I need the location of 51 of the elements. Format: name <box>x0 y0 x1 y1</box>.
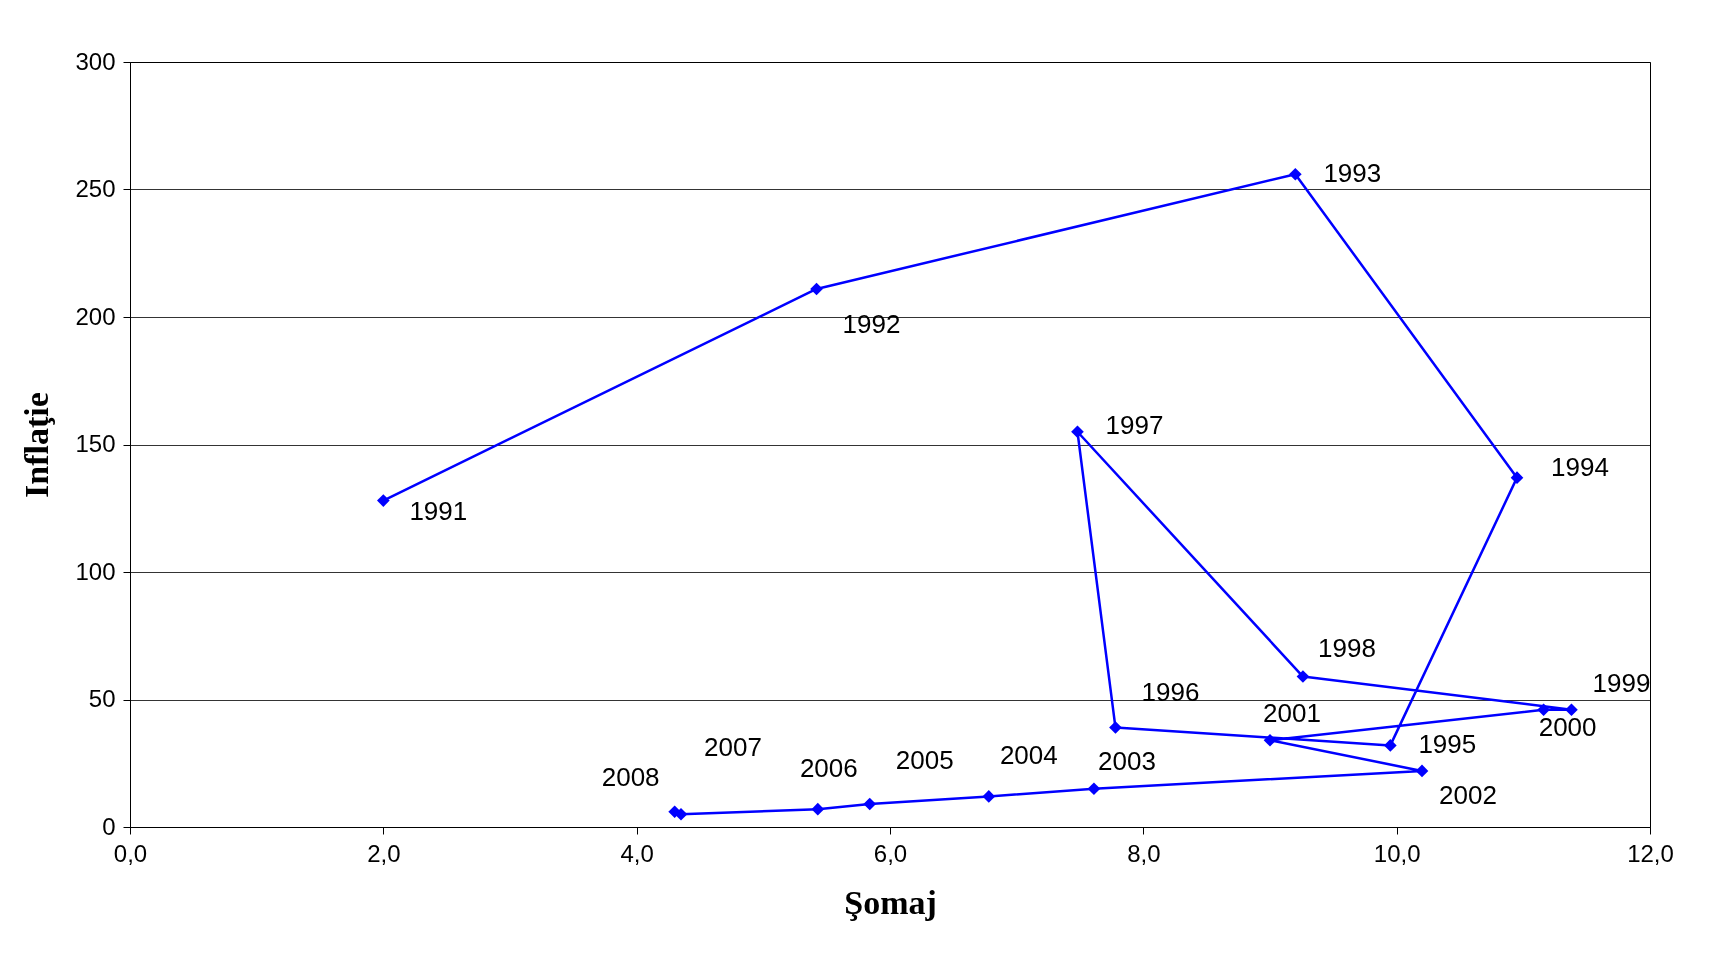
annotation: 1997 <box>1105 409 1164 440</box>
point <box>811 802 825 816</box>
x-tick-label: 12,0 <box>1627 839 1674 867</box>
point <box>1384 739 1397 752</box>
annotation: 1992 <box>842 308 901 339</box>
x-axis-title: Şomaj <box>844 883 937 921</box>
annotation: 1999 <box>1592 667 1651 698</box>
annotation: 2001 <box>1263 698 1321 729</box>
annotation: 2004 <box>999 740 1058 771</box>
annotation: 2006 <box>799 753 858 784</box>
x-tick-label: 0,0 <box>113 839 148 867</box>
annotation: 2007 <box>704 732 762 763</box>
point <box>1415 764 1429 778</box>
annotation: 1996 <box>1141 676 1200 707</box>
point <box>863 797 877 811</box>
point <box>1565 703 1578 717</box>
y-tick-label: 150 <box>75 430 116 457</box>
annotation: 2003 <box>1098 745 1156 776</box>
annotation: 1994 <box>1551 451 1609 482</box>
y-tick-label: 300 <box>75 47 116 75</box>
x-tick-label: 2,0 <box>367 839 401 867</box>
annotation: 2005 <box>895 745 954 776</box>
y-tick-label: 50 <box>88 685 116 712</box>
point <box>1071 425 1084 439</box>
x-tick-label: 10,0 <box>1373 839 1421 867</box>
point <box>1296 670 1310 683</box>
y-tick-label: 250 <box>75 175 116 202</box>
annotation: 1991 <box>409 495 468 526</box>
y-tick-label: 200 <box>75 302 116 330</box>
annotation: 1995 <box>1418 729 1477 760</box>
y-tick-label: 0 <box>102 812 116 840</box>
annotation: 1993 <box>1323 158 1382 189</box>
point <box>982 790 996 803</box>
y-tick-label: 100 <box>75 557 116 585</box>
x-tick-label: 6,0 <box>873 839 908 867</box>
point <box>1537 703 1550 717</box>
point <box>1510 471 1524 484</box>
y-axis-title: Inflaţie <box>18 392 56 498</box>
annotation: 2000 <box>1538 711 1597 742</box>
x-tick-label: 8,0 <box>1127 839 1161 867</box>
annotation: 2002 <box>1439 779 1497 810</box>
annotation: 2008 <box>601 761 660 792</box>
point <box>1109 721 1122 734</box>
point <box>810 282 823 296</box>
annotation: 1998 <box>1318 632 1376 663</box>
point <box>668 805 681 819</box>
point <box>1289 167 1302 181</box>
x-tick-label: 4,0 <box>620 839 654 867</box>
point <box>1087 782 1101 796</box>
point <box>377 494 390 507</box>
point <box>1263 733 1277 747</box>
